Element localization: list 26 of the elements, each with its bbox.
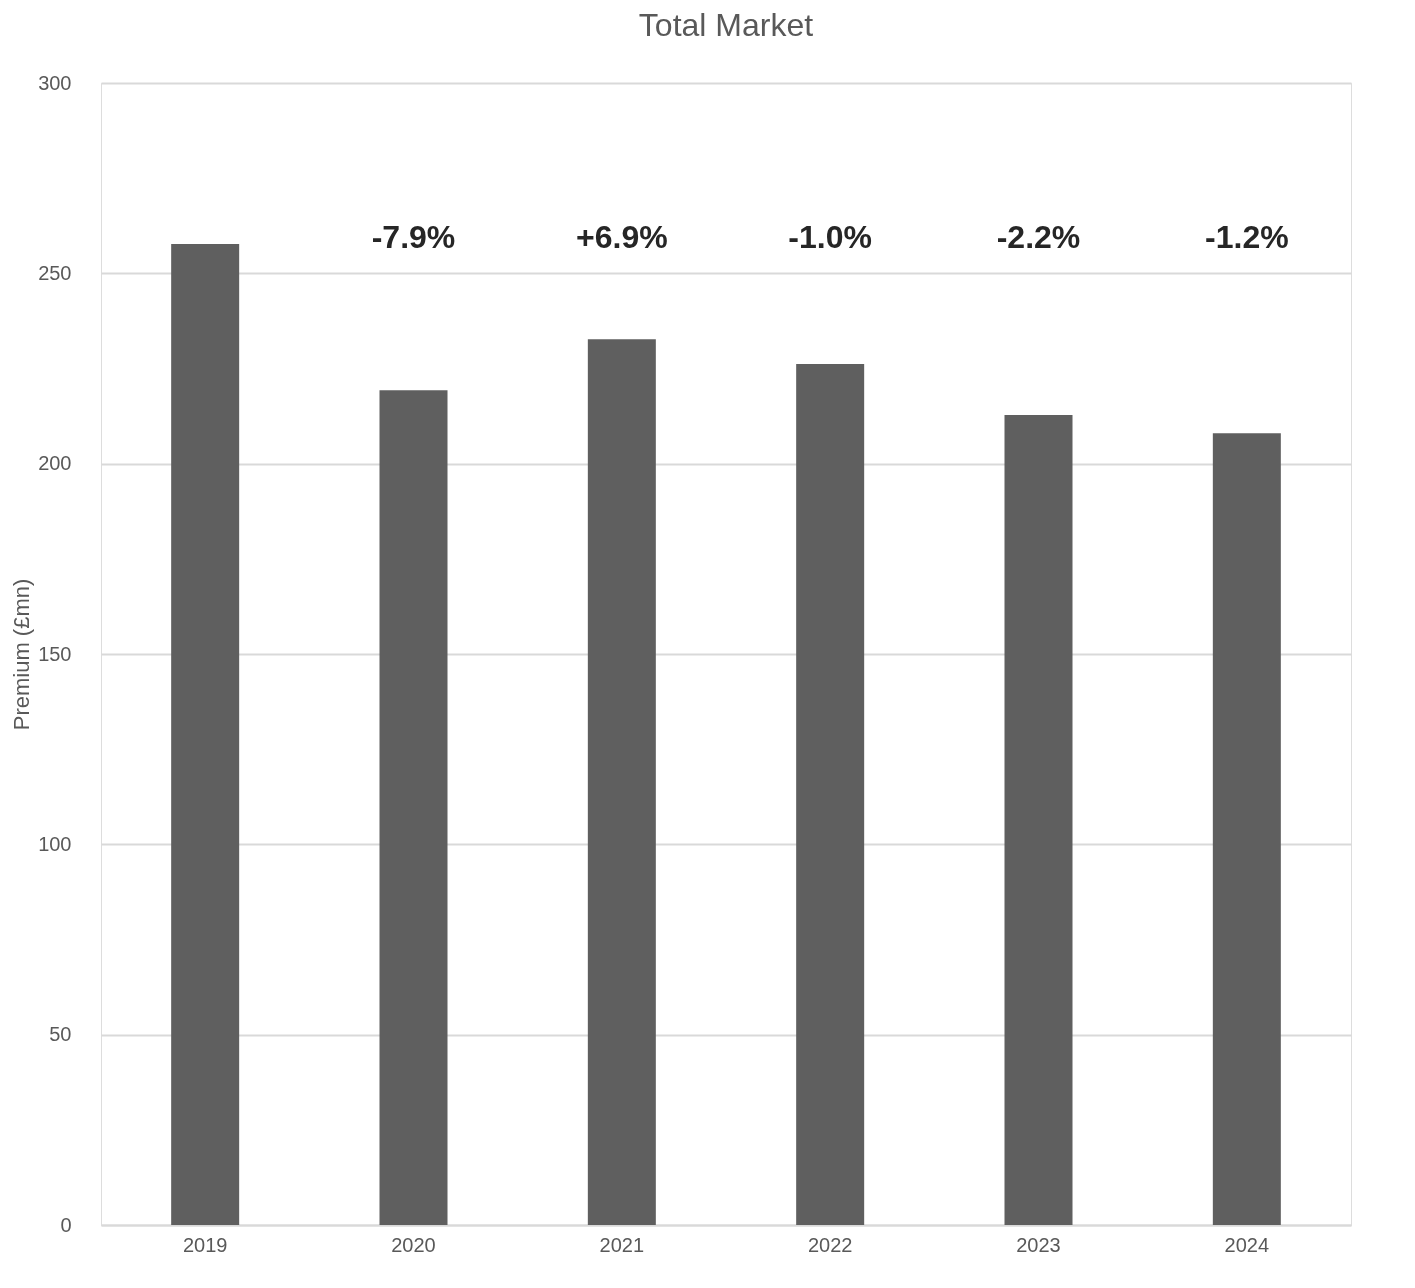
y-tick-label: 100: [38, 832, 72, 855]
x-tick-label: 2021: [599, 1233, 645, 1256]
x-tick-label: 2019: [182, 1233, 228, 1256]
y-tick-label: 150: [38, 642, 72, 665]
chart-title: Total Market: [638, 7, 814, 43]
y-axis-title: Premium (£mn): [9, 578, 35, 731]
annotation: -7.9%: [371, 219, 456, 255]
x-tick-label: 2020: [391, 1233, 436, 1256]
annotation: -1.2%: [1205, 219, 1289, 255]
y-tick-label: 200: [38, 452, 72, 475]
annotation: -1.0%: [788, 219, 872, 255]
y-tick-label: 50: [49, 1023, 72, 1046]
x-tick-label: 2023: [1016, 1233, 1061, 1256]
y-tick-label: 0: [60, 1213, 72, 1236]
x-tick-label: 2022: [807, 1233, 853, 1256]
bar: [796, 363, 865, 1225]
annotation: +6.9%: [576, 219, 668, 255]
y-tick-label: 250: [38, 261, 72, 284]
y-tick-label: 300: [38, 71, 72, 94]
bar: [379, 390, 448, 1225]
bar: [1004, 414, 1073, 1225]
bar: [171, 244, 240, 1225]
bar: [587, 339, 656, 1225]
annotation: -2.2%: [996, 219, 1081, 255]
bar: [1212, 433, 1281, 1225]
x-tick-label: 2024: [1224, 1233, 1270, 1256]
